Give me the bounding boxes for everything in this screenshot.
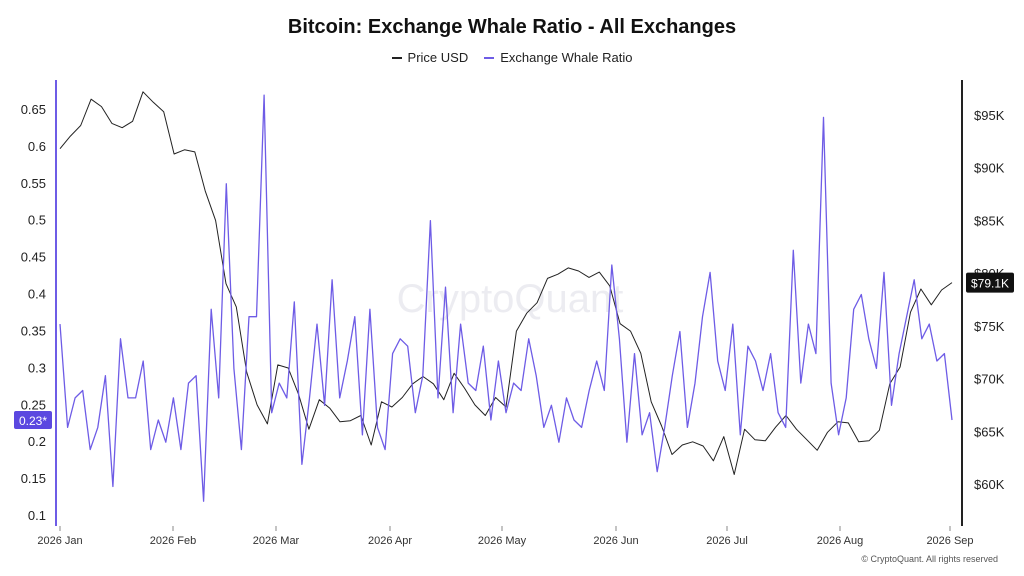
left-current-badge-label: 0.23*	[19, 414, 47, 428]
x-tick-label: 2026 Jul	[706, 535, 748, 547]
x-tick-label: 2026 Feb	[150, 535, 196, 547]
right-tick-label: $95K	[974, 108, 1005, 123]
right-current-badge-label: $79.1K	[971, 277, 1009, 291]
right-tick-label: $85K	[974, 213, 1005, 228]
legend-swatch-whale-ratio	[484, 56, 495, 59]
left-tick-label: 0.45	[21, 250, 46, 265]
whale-ratio-line	[59, 94, 953, 502]
current-value-badges: 0.23* $79.1K	[14, 272, 1014, 430]
left-tick-label: 0.55	[21, 176, 46, 191]
legend-swatch-price	[391, 56, 402, 59]
left-tick-label: 0.35	[21, 323, 46, 338]
series-layer	[59, 91, 953, 502]
left-current-badge	[14, 411, 52, 430]
legend-label-price: Price USD	[407, 50, 469, 65]
right-tick-label: $60K	[974, 477, 1005, 492]
legend: Price USD Exchange Whale Ratio	[0, 50, 1024, 65]
legend-item-price[interactable]: Price USD	[391, 50, 469, 65]
x-tick-label: 2026 Apr	[368, 535, 412, 547]
x-tick-label: 2026 Jun	[593, 535, 638, 547]
chart-title: Bitcoin: Exchange Whale Ratio - All Exch…	[287, 16, 737, 38]
x-tick-label: 2026 Jan	[37, 535, 82, 547]
left-tick-label: 0.4	[28, 287, 46, 302]
right-current-badge	[966, 272, 1014, 293]
copyright-footer: © CryptoQuant. All rights reserved	[861, 554, 998, 564]
watermark-text: CryptoQuant	[397, 277, 624, 321]
left-tick-label: 0.6	[28, 139, 46, 154]
left-tick-label: 0.25	[21, 397, 46, 412]
left-tick-label: 0.3	[28, 360, 46, 375]
right-tick-label: $70K	[974, 372, 1005, 387]
left-tick-label: 0.2	[28, 434, 46, 449]
axes-group: 0.1 0.15 0.2 0.25 0.3 0.35 0.4 0.45 0.5 0.55 0.6 0.…	[21, 80, 1005, 547]
left-tick-label: 0.1	[28, 508, 46, 523]
left-tick-label: 0.65	[21, 102, 46, 117]
right-tick-label: $90K	[974, 161, 1005, 176]
left-tick-label: 0.5	[28, 213, 46, 228]
x-tick-label: 2026 Aug	[817, 535, 864, 547]
left-tick-label: 0.15	[21, 471, 46, 486]
right-tick-label: $75K	[974, 319, 1005, 334]
x-tick-label: 2026 May	[478, 535, 527, 547]
right-tick-label: $65K	[974, 424, 1005, 439]
legend-item-whale-ratio[interactable]: Exchange Whale Ratio	[484, 50, 632, 65]
legend-label-whale-ratio: Exchange Whale Ratio	[500, 50, 633, 65]
price-usd-line	[59, 91, 953, 475]
x-tick-label: 2026 Sep	[926, 535, 973, 547]
x-tick-label: 2026 Mar	[253, 535, 300, 547]
